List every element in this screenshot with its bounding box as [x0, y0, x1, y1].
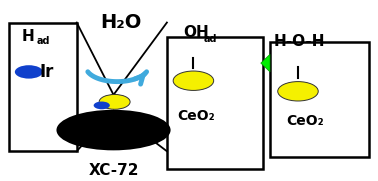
Text: H₂O: H₂O: [100, 13, 142, 32]
Text: Ir: Ir: [40, 63, 54, 81]
Bar: [9, 23, 77, 151]
Ellipse shape: [56, 110, 170, 150]
Circle shape: [94, 102, 110, 109]
Text: H: H: [22, 29, 34, 44]
Circle shape: [99, 94, 130, 109]
Text: CeO₂: CeO₂: [286, 114, 324, 128]
Text: ad: ad: [36, 36, 50, 46]
Bar: [270, 42, 369, 157]
Text: ad: ad: [204, 34, 217, 44]
Text: H-O-H: H-O-H: [274, 34, 325, 49]
Text: OH: OH: [183, 25, 209, 40]
Circle shape: [15, 65, 43, 79]
Text: CeO₂: CeO₂: [178, 109, 215, 123]
Circle shape: [278, 82, 318, 101]
Bar: [167, 37, 263, 169]
FancyArrow shape: [261, 54, 270, 72]
Circle shape: [173, 71, 214, 90]
Text: XC-72: XC-72: [88, 163, 139, 178]
